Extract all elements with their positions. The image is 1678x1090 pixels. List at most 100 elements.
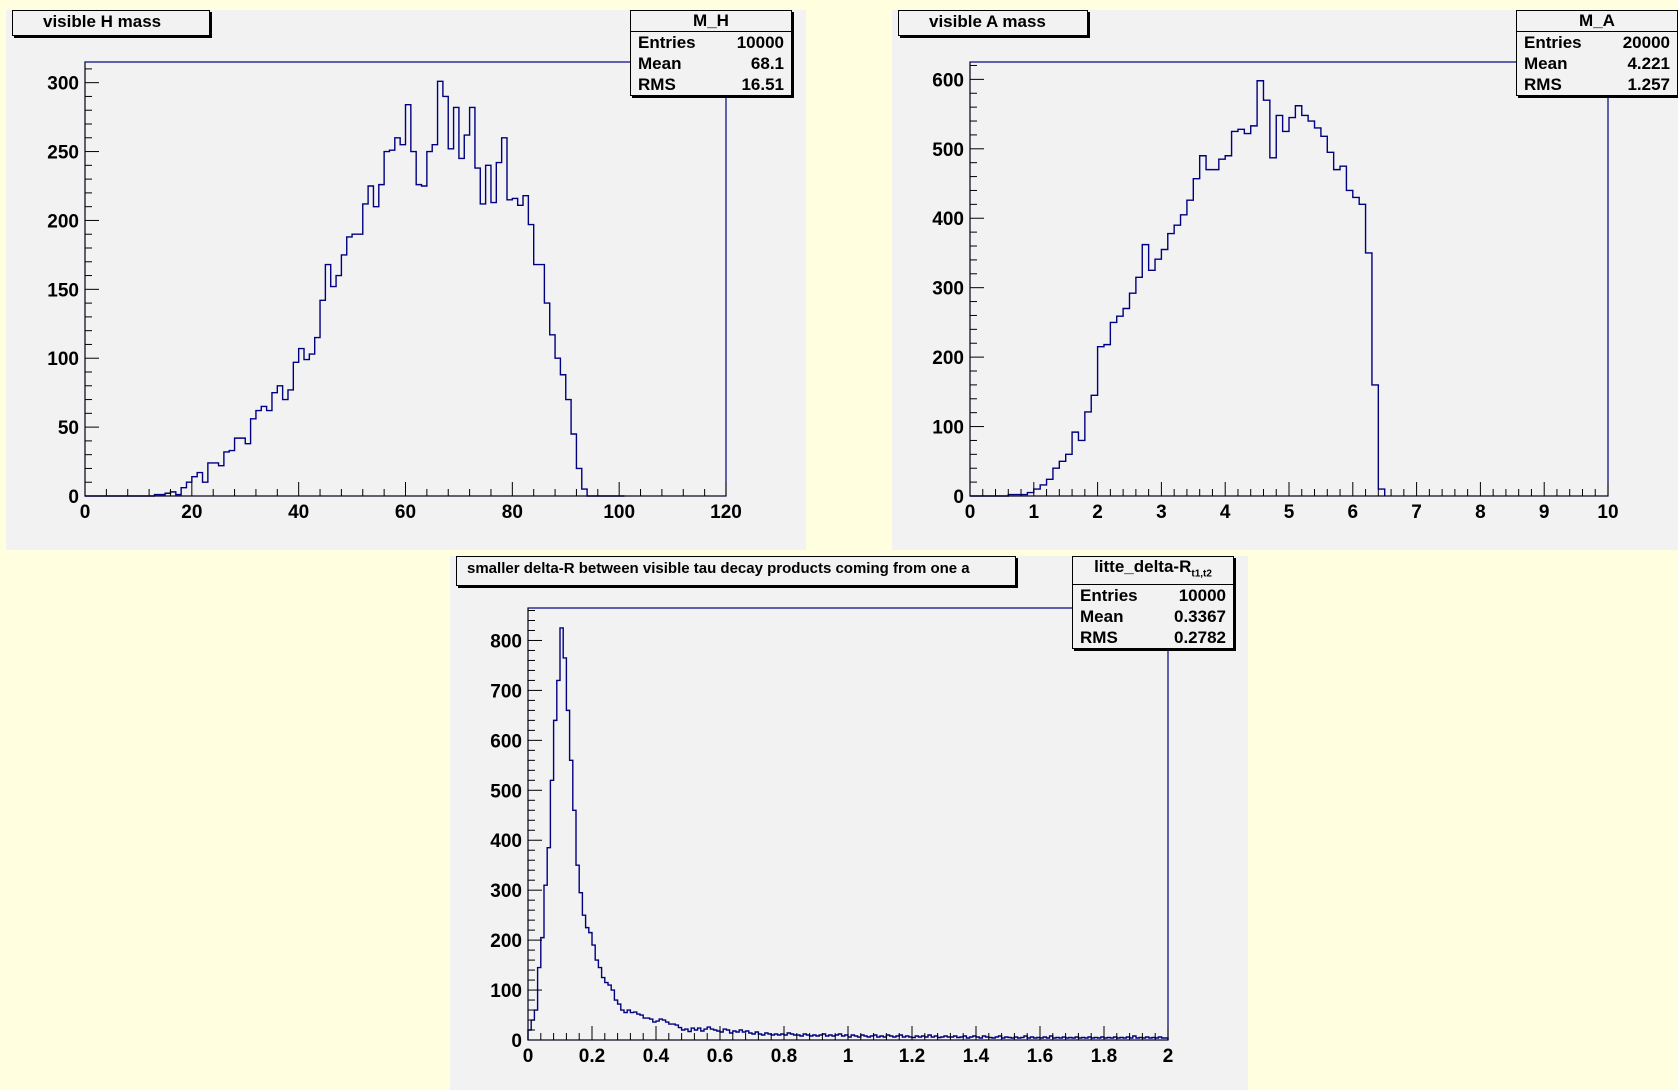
stats-mean-row: Mean 4.221 [1517,53,1677,74]
y-tick-label: 300 [932,279,964,300]
x-tick-label: 100 [603,502,635,523]
y-tick-label: 100 [932,418,964,439]
y-tick-label: 100 [490,981,522,1002]
histogram-pad-visible-h-mass: 0 20 40 60 80 100 120 0 50 100 150 200 250 300 visibl… [6,10,806,550]
x-tick-label: 1.4 [963,1046,990,1067]
histogram-title: visible A mass [898,10,1088,36]
stats-rms-label: RMS [1080,628,1118,648]
stats-rms-row: RMS 0.2782 [1073,627,1233,648]
y-tick-label: 0 [68,487,79,508]
y-tick-label: 300 [47,74,79,95]
histogram-plot-m-h: 0 20 40 60 80 100 120 0 50 100 150 200 250 300 [47,61,742,523]
x-tick-label: 80 [502,502,523,523]
stats-mean-label: Mean [1524,54,1568,73]
stats-box-m-a: M_A Entries 20000 Mean 4.221 RMS 1.257 [1516,10,1678,96]
x-tick-label: 10 [1597,502,1618,523]
y-tick-label: 800 [490,631,522,652]
x-tick-label: 7 [1411,502,1422,523]
x-tick-label: 0.2 [579,1046,605,1067]
stats-rms-label: RMS [638,75,676,94]
y-tick-label: 300 [490,881,522,902]
stats-rms-row: RMS 16.51 [631,74,791,95]
x-tick-label: 5 [1284,502,1295,523]
x-tick-label: 40 [288,502,309,523]
x-tick-label: 1.6 [1027,1046,1053,1067]
y-tick-label: 400 [932,209,964,230]
plot-frame [527,607,1169,1041]
stats-entries-row: Entries 20000 [1517,32,1677,53]
stats-entries-row: Entries 10000 [1073,585,1233,606]
stats-rms-label: RMS [1524,75,1562,94]
y-tick-label: 500 [490,781,522,802]
y-tick-label: 200 [47,211,79,232]
y-tick-label: 400 [490,831,522,852]
histogram-title: visible H mass [12,10,210,36]
stats-mean-value: 0.3367 [1174,607,1226,627]
stats-entries-label: Entries [1524,33,1582,52]
stats-mean-label: Mean [638,54,682,73]
stats-mean-value: 68.1 [750,54,784,73]
x-tick-label: 0 [523,1046,534,1067]
x-tick-label: 1 [1029,502,1040,523]
y-tick-label: 250 [47,143,79,164]
y-tick-label: 200 [932,348,964,369]
y-tick-label: 0 [953,487,964,508]
stats-rms-value: 0.2782 [1174,628,1226,648]
histogram-title: smaller delta-R between visible tau deca… [456,556,1016,586]
x-tick-label: 6 [1348,502,1359,523]
stats-mean-row: Mean 0.3367 [1073,606,1233,627]
x-tick-label: 0.8 [771,1046,797,1067]
stats-rms-row: RMS 1.257 [1517,74,1677,95]
y-tick-label: 700 [490,681,522,702]
x-tick-label: 1.2 [899,1046,925,1067]
y-tick-label: 200 [490,931,522,952]
x-tick-label: 0.6 [707,1046,733,1067]
stats-entries-row: Entries 10000 [631,32,791,53]
stats-box-m-h: M_H Entries 10000 Mean 68.1 RMS 16.51 [630,10,792,96]
y-tick-label: 100 [47,349,79,370]
stats-box-delta-r: litte_delta-Rt1,t2 Entries 10000 Mean 0.33… [1072,556,1234,650]
x-tick-label: 20 [181,502,202,523]
y-tick-label: 150 [47,280,79,301]
x-tick-label: 2 [1163,1046,1174,1067]
histogram-series-line [970,80,1386,497]
stats-rms-value: 16.51 [741,75,784,94]
stats-histogram-name: M_A [1517,11,1677,32]
x-tick-label: 0 [80,502,91,523]
stats-name-subscript: t1,t2 [1191,568,1212,580]
stats-entries-value: 20000 [1622,33,1670,52]
stats-entries-label: Entries [638,33,696,52]
x-tick-label: 120 [710,502,742,523]
histogram-plot-delta-r: 0 0.2 0.4 0.6 0.8 1 1.2 1.4 1.6 1.8 2 0 100 200 300 400… [490,607,1174,1067]
x-tick-label: 2 [1092,502,1103,523]
histogram-series-line [85,80,625,497]
x-tick-label: 60 [395,502,416,523]
y-tick-label: 500 [932,140,964,161]
stats-name-main: litte_delta-R [1094,557,1192,576]
stats-mean-value: 4.221 [1627,54,1670,73]
stats-entries-value: 10000 [1178,586,1226,606]
stats-rms-value: 1.257 [1627,75,1670,94]
x-tick-label: 0 [965,502,976,523]
x-tick-label: 1 [843,1046,854,1067]
x-tick-label: 1.8 [1091,1046,1117,1067]
histogram-series-line [527,627,1169,1040]
stats-histogram-name: litte_delta-Rt1,t2 [1073,557,1233,586]
stats-entries-value: 10000 [736,33,784,52]
x-tick-label: 0.4 [643,1046,670,1067]
x-tick-label: 4 [1220,502,1231,523]
y-tick-label: 0 [511,1031,522,1052]
histogram-pad-visible-a-mass: 0 1 2 3 4 5 6 7 8 9 10 0 100 200 300 400 500 600 visible … [892,10,1678,550]
y-tick-label: 600 [932,70,964,91]
x-tick-label: 3 [1156,502,1167,523]
x-tick-label: 9 [1539,502,1550,523]
stats-entries-label: Entries [1080,586,1138,606]
x-tick-label: 8 [1475,502,1486,523]
stats-histogram-name: M_H [631,11,791,32]
stats-mean-row: Mean 68.1 [631,53,791,74]
histogram-pad-delta-r: 0 0.2 0.4 0.6 0.8 1 1.2 1.4 1.6 1.8 2 0 100 200 300 400… [450,556,1248,1090]
y-tick-label: 50 [58,418,79,439]
stats-mean-label: Mean [1080,607,1124,627]
y-tick-label: 600 [490,731,522,752]
